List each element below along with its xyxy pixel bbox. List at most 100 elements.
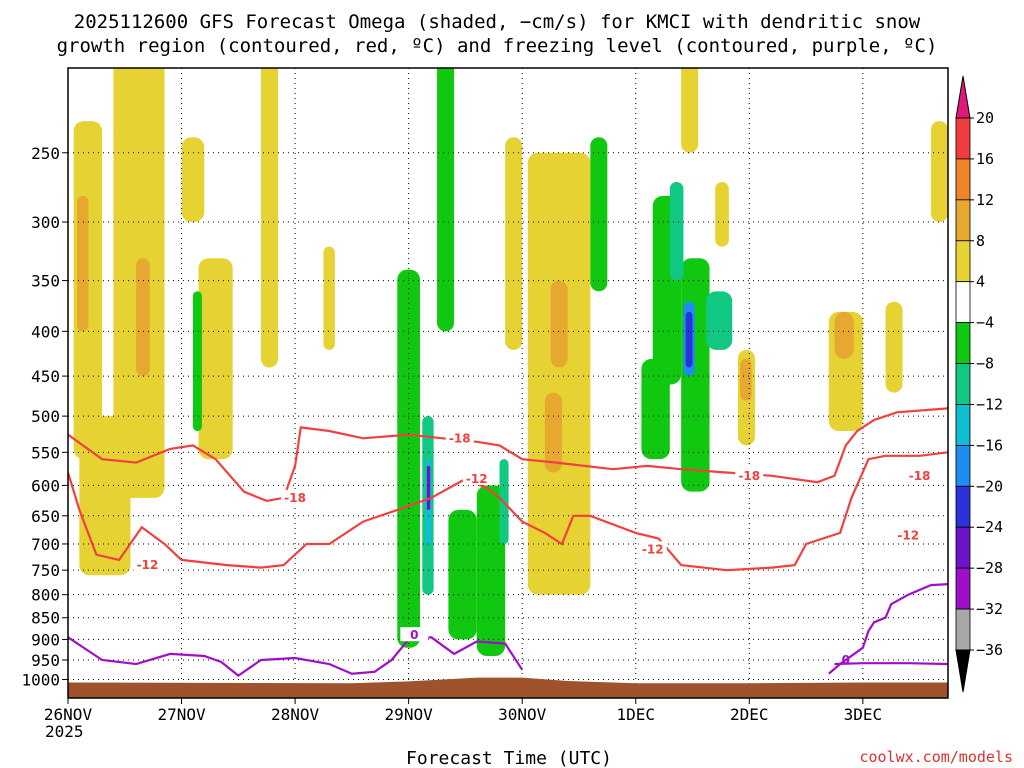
x-axis-label: Forecast Time (UTC) <box>406 748 612 768</box>
y-tick-label-250: 250 <box>31 144 60 163</box>
omega-shaded-region-22 <box>590 137 608 292</box>
x-tick-label-29NOV: 29NOV <box>385 705 434 724</box>
omega-shaded-region-25 <box>681 258 710 492</box>
contour-label-bg-1-0 <box>133 557 162 572</box>
omega-shaded-region-16 <box>476 485 506 656</box>
dendritic-contour-0 <box>68 407 948 503</box>
y-tick-label-700: 700 <box>31 535 60 554</box>
y-tick-label-600: 600 <box>31 476 60 495</box>
omega-shaded-region-31 <box>715 182 729 247</box>
colorbar-bin--24--20 <box>955 485 971 528</box>
colorbar-label-6: −8 <box>976 355 994 373</box>
colorbar-bin--36--32 <box>955 608 971 651</box>
omega-shaded-region-11 <box>437 68 455 332</box>
y-tick-label-1000: 1000 <box>21 670 60 689</box>
contour-label-bg-1-3 <box>894 527 923 542</box>
x-tick-sublabel-26NOV: 2025 <box>45 722 84 741</box>
contour-label-bg-0-2 <box>735 467 764 482</box>
omega-shaded-region-15 <box>448 509 477 640</box>
colorbar-label-2: 12 <box>976 191 994 209</box>
contour-label-bg-1-1 <box>462 471 491 486</box>
omega-shaded-region-27 <box>706 291 733 350</box>
omega-shaded-region-30 <box>681 68 699 153</box>
y-tick-label-500: 500 <box>31 407 60 426</box>
omega-shaded-region-5 <box>181 137 205 223</box>
x-tick-label-27NOV: 27NOV <box>157 705 206 724</box>
omega-shaded-region-14 <box>426 465 431 510</box>
x-tick-label-2DEC: 2DEC <box>730 705 769 724</box>
contour-label-bg-0-3 <box>905 467 934 482</box>
contour-label-bg-1-2 <box>638 541 667 556</box>
chart-title-line2: growth region (contoured, red, ºC) and f… <box>57 35 938 57</box>
y-tick-label-900: 900 <box>31 630 60 649</box>
credit-link[interactable]: coolwx.com/models <box>859 748 1013 766</box>
colorbar-bin-16-20 <box>955 117 971 160</box>
y-tick-label-950: 950 <box>31 651 60 670</box>
colorbar-label-3: 8 <box>976 232 985 250</box>
colorbar-bin--28--24 <box>955 526 971 569</box>
colorbar-bin--20--16 <box>955 444 971 487</box>
y-tick-label-850: 850 <box>31 609 60 628</box>
colorbar-bin--32--28 <box>955 567 971 610</box>
contour-label-1-3: -12 <box>897 529 919 543</box>
terrain-fill <box>68 677 948 698</box>
contour-label-0-1: -18 <box>449 431 471 445</box>
freezing-level-contour-2 <box>68 636 524 677</box>
x-tick-label-28NOV: 28NOV <box>271 705 320 724</box>
y-axis: 250 300 350 400 450 500 550 600 650 700 750 800 850 9… <box>21 144 68 689</box>
colorbar-label-1: 16 <box>976 150 994 168</box>
colorbar-bin-4-8 <box>955 240 971 283</box>
x-tick-label-3DEC: 3DEC <box>844 705 883 724</box>
contour-label-0-3: -18 <box>909 469 931 483</box>
colorbar-label-9: −20 <box>976 477 1003 495</box>
colorbar-bin-8-12 <box>955 199 971 242</box>
contour-label-0-0: -18 <box>284 491 306 505</box>
colorbar-label-5: −4 <box>976 314 994 332</box>
contour-label-bg-0-0 <box>281 489 310 504</box>
contour-label-1-0: -12 <box>137 558 159 572</box>
colorbar-label-10: −24 <box>976 518 1003 536</box>
colorbar: 20 16 12 8 4 −4 −8 −12 −16 −20 −24 −28 −32 −36 <box>955 75 1003 693</box>
y-tick-label-400: 400 <box>31 322 60 341</box>
y-tick-label-750: 750 <box>31 561 60 580</box>
y-tick-label-450: 450 <box>31 367 60 386</box>
colorbar-label-8: −16 <box>976 436 1003 454</box>
y-tick-label-800: 800 <box>31 586 60 605</box>
y-tick-label-550: 550 <box>31 443 60 462</box>
colorbar-bin--8--4 <box>955 322 971 364</box>
freezing-level-contour-3 <box>828 583 948 675</box>
colorbar-label-7: −12 <box>976 395 1003 413</box>
omega-shaded-region-21 <box>550 280 568 368</box>
contour-label-1-1: -12 <box>466 472 488 486</box>
colorbar-label-0: 20 <box>976 109 994 127</box>
x-tick-label-30NOV: 30NOV <box>498 705 547 724</box>
freezing-level-contour-4 <box>834 662 948 666</box>
colorbar-bin-12-16 <box>955 158 971 201</box>
omega-shaded-region-37 <box>930 121 948 223</box>
y-tick-label-350: 350 <box>31 272 60 291</box>
x-tick-label-1DEC: 1DEC <box>616 705 655 724</box>
colorbar-label-4: 4 <box>976 273 985 291</box>
x-tick-label-26NOV: 26NOV <box>44 705 93 724</box>
omega-shaded-region-26 <box>669 182 684 281</box>
contour-label-bg-0-1 <box>445 430 474 445</box>
omega-shaded-region-20 <box>544 392 562 473</box>
contour-label-0-2: -18 <box>738 469 760 483</box>
omega-shaded-region-19 <box>527 152 591 595</box>
colorbar-bin--16--12 <box>955 404 971 446</box>
omega-shaded-region-18 <box>505 137 523 350</box>
chart-title: 2025112600 GFS Forecast Omega (shaded, −… <box>74 11 921 33</box>
omega-shaded-region-35 <box>834 311 854 359</box>
omega-shaded-region-3 <box>77 195 89 332</box>
colorbar-label-11: −28 <box>976 559 1003 577</box>
omega-shaded-region-7 <box>261 68 279 368</box>
dendritic-contour-1 <box>68 451 948 572</box>
colorbar-bin--4-4 <box>955 281 971 324</box>
colorbar-bottom-arrow <box>955 649 971 693</box>
omega-shaded-region-33 <box>740 358 752 401</box>
colorbar-label-12: −32 <box>976 600 1003 618</box>
